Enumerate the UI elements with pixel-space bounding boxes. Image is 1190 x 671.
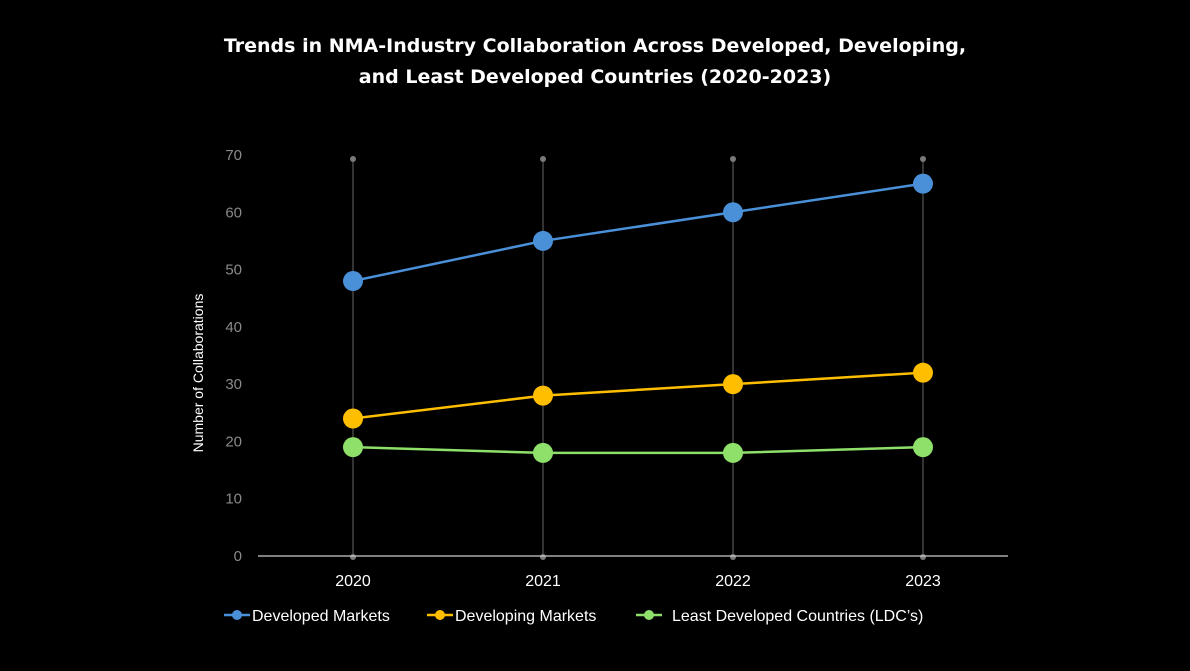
grid-line-bottom-dot [920,554,926,560]
legend-marker [232,610,242,620]
series-3 [343,437,933,463]
chart-title-line-1: Trends in NMA-Industry Collaboration Acr… [224,35,966,57]
series-line [352,445,924,455]
chart-title-line-2: and Least Developed Countries (2020-2023… [359,66,831,88]
grid-line-bottom-dot [350,554,356,560]
x-tick-label-2022: 2022 [715,573,751,590]
data-point[interactable] [533,442,553,463]
y-tick-label: 60 [225,204,242,221]
grid-line-bottom-dot [540,554,546,560]
data-series [343,173,933,463]
data-point[interactable] [533,230,553,251]
y-tick-label: 10 [225,491,242,508]
y-tick-label: 70 [225,147,242,164]
grid-line-top-dot [730,156,736,162]
x-tick-label-2020: 2020 [335,573,371,590]
legend-marker [644,610,654,620]
x-axis-ticks: 2020 2021 2022 2023 [335,573,941,590]
data-point[interactable] [343,271,363,292]
y-tick-label: 0 [234,548,242,565]
x-tick-label-2023: 2023 [905,573,941,590]
legend: Developed Markets Developing Markets Least… [224,608,923,625]
legend-marker [435,610,445,620]
grid-line-top-dot [920,156,926,162]
series-line [352,182,924,283]
data-point[interactable] [913,173,933,194]
y-tick-label: 50 [225,262,242,279]
data-point[interactable] [913,437,933,458]
series-1 [343,173,933,292]
series-2 [343,362,933,429]
grid-lines [350,156,926,560]
legend-label: Developing Markets [455,608,596,625]
grid-line-top-dot [350,156,356,162]
data-point[interactable] [913,362,933,383]
legend-item-2[interactable]: Developing Markets [427,608,596,625]
y-tick-label: 30 [225,376,242,393]
chart-title: Trends in NMA-Industry Collaboration Acr… [224,35,966,88]
series-line [352,371,924,420]
legend-item-3[interactable]: Least Developed Countries (LDC’s) [636,608,923,625]
x-tick-label-2021: 2021 [525,573,561,590]
data-point[interactable] [343,408,363,429]
y-axis-label: Number of Collaborations [190,294,206,453]
grid-line-top-dot [540,156,546,162]
y-tick-label: 20 [225,433,242,450]
data-point[interactable] [723,442,743,463]
data-point[interactable] [533,385,553,406]
y-axis-ticks: 0 10 20 30 40 50 60 70 [225,147,242,565]
legend-label: Least Developed Countries (LDC’s) [672,608,923,625]
y-tick-label: 40 [225,319,242,336]
legend-label: Developed Markets [252,608,390,625]
legend-item-1[interactable]: Developed Markets [224,608,390,625]
data-point[interactable] [343,437,363,458]
data-point[interactable] [723,202,743,223]
grid-line-bottom-dot [730,554,736,560]
data-point[interactable] [723,374,743,395]
